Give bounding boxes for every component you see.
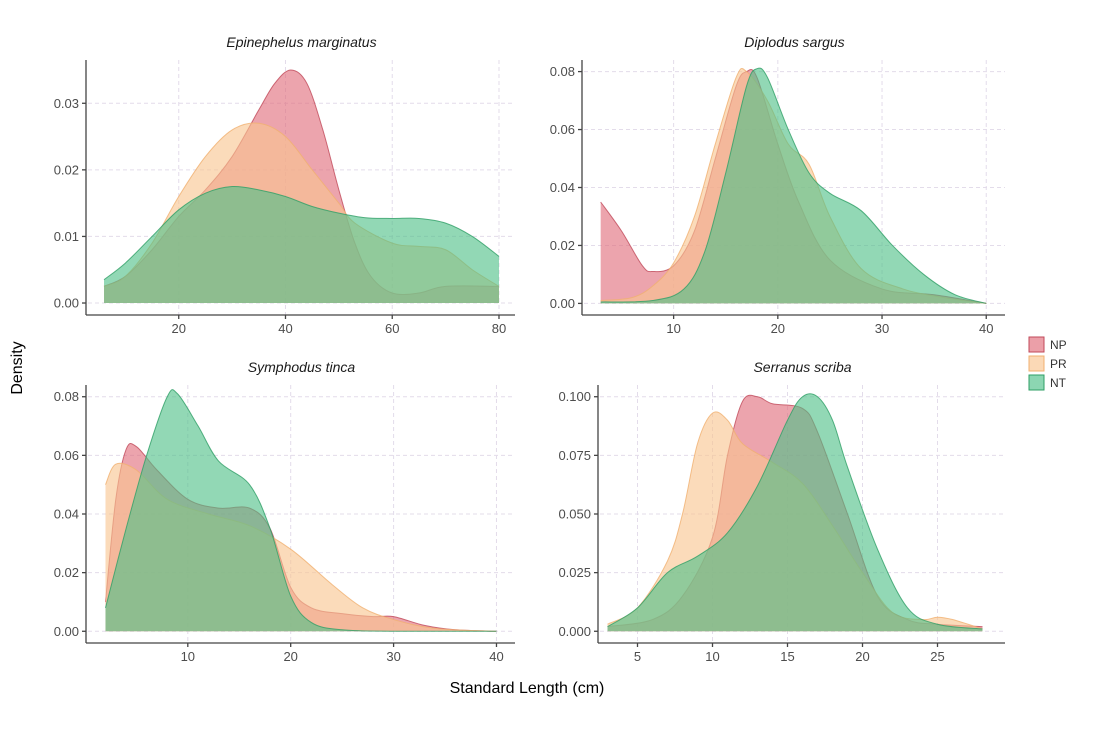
x-tick-label: 20 [771, 321, 785, 336]
x-tick-label: 10 [666, 321, 680, 336]
x-tick-label: 15 [780, 649, 794, 664]
x-tick-label: 40 [489, 649, 503, 664]
x-tick-label: 80 [492, 321, 506, 336]
panel-3: 10 20 30 40 0.00 0.02 0.04 0.06 0.08 Symphodus ti… [54, 359, 515, 664]
density-area-nt [105, 389, 497, 632]
y-tick-label: 0.050 [558, 507, 591, 522]
density-area-nt [104, 186, 499, 304]
y-tick-label: 0.06 [550, 122, 575, 137]
y-tick-label: 0.08 [54, 389, 79, 404]
x-tick-label: 60 [385, 321, 399, 336]
y-tick-label: 0.01 [54, 229, 79, 244]
panel-title: Symphodus tinca [248, 359, 356, 375]
x-tick-label: 30 [386, 649, 400, 664]
y-axis-label: Density [9, 341, 26, 394]
y-tick-label: 0.100 [558, 389, 591, 404]
x-axis-label: Standard Length (cm) [450, 680, 605, 697]
legend: NP PR NT [1028, 336, 1067, 391]
x-tick-label: 30 [875, 321, 889, 336]
legend-label-np: NP [1050, 338, 1067, 352]
x-tick-label: 25 [930, 649, 944, 664]
panel-4: 5 10 15 20 25 0.000 0.025 0.050 0.075 0.100 Serran… [558, 359, 1005, 664]
legend-label-pr: PR [1050, 357, 1067, 371]
y-tick-label: 0.02 [54, 565, 79, 580]
legend-label-nt: NT [1050, 376, 1067, 390]
x-tick-label: 20 [172, 321, 186, 336]
legend-swatch-np [1028, 336, 1045, 353]
x-tick-label: 20 [855, 649, 869, 664]
x-tick-label: 40 [278, 321, 292, 336]
x-tick-label: 5 [634, 649, 641, 664]
panel-title: Serranus scriba [753, 359, 851, 375]
density-line-nt [103, 185, 500, 281]
x-tick-label: 20 [283, 649, 297, 664]
legend-swatch-nt [1028, 374, 1045, 391]
y-tick-label: 0.00 [54, 296, 79, 311]
panel-1: 20 40 60 80 0.00 0.01 0.02 0.03 Epinephelus marg… [54, 34, 515, 336]
y-tick-label: 0.02 [550, 238, 575, 253]
y-tick-label: 0.02 [54, 162, 79, 177]
panel-title: Epinephelus marginatus [226, 34, 376, 50]
y-tick-label: 0.000 [558, 624, 591, 639]
x-tick-label: 10 [705, 649, 719, 664]
density-line-nt [105, 389, 497, 632]
density-line-nt [600, 67, 987, 304]
y-tick-label: 0.06 [54, 448, 79, 463]
x-tick-label: 40 [979, 321, 993, 336]
y-tick-label: 0.025 [558, 565, 591, 580]
x-tick-label: 10 [181, 649, 195, 664]
y-tick-label: 0.075 [558, 448, 591, 463]
y-tick-label: 0.00 [550, 296, 575, 311]
panel-title: Diplodus sargus [744, 34, 844, 50]
y-tick-label: 0.00 [54, 624, 79, 639]
y-tick-label: 0.04 [550, 180, 575, 195]
density-area-nt [607, 393, 983, 632]
legend-swatch-pr [1028, 355, 1045, 372]
y-tick-label: 0.03 [54, 96, 79, 111]
y-tick-label: 0.08 [550, 64, 575, 79]
density-area-nt [600, 68, 987, 304]
density-line-nt [607, 393, 983, 630]
y-tick-label: 0.04 [54, 507, 79, 522]
panel-2: 10 20 30 40 0.00 0.02 0.04 0.06 0.08 Diplodus sar… [550, 34, 1005, 336]
